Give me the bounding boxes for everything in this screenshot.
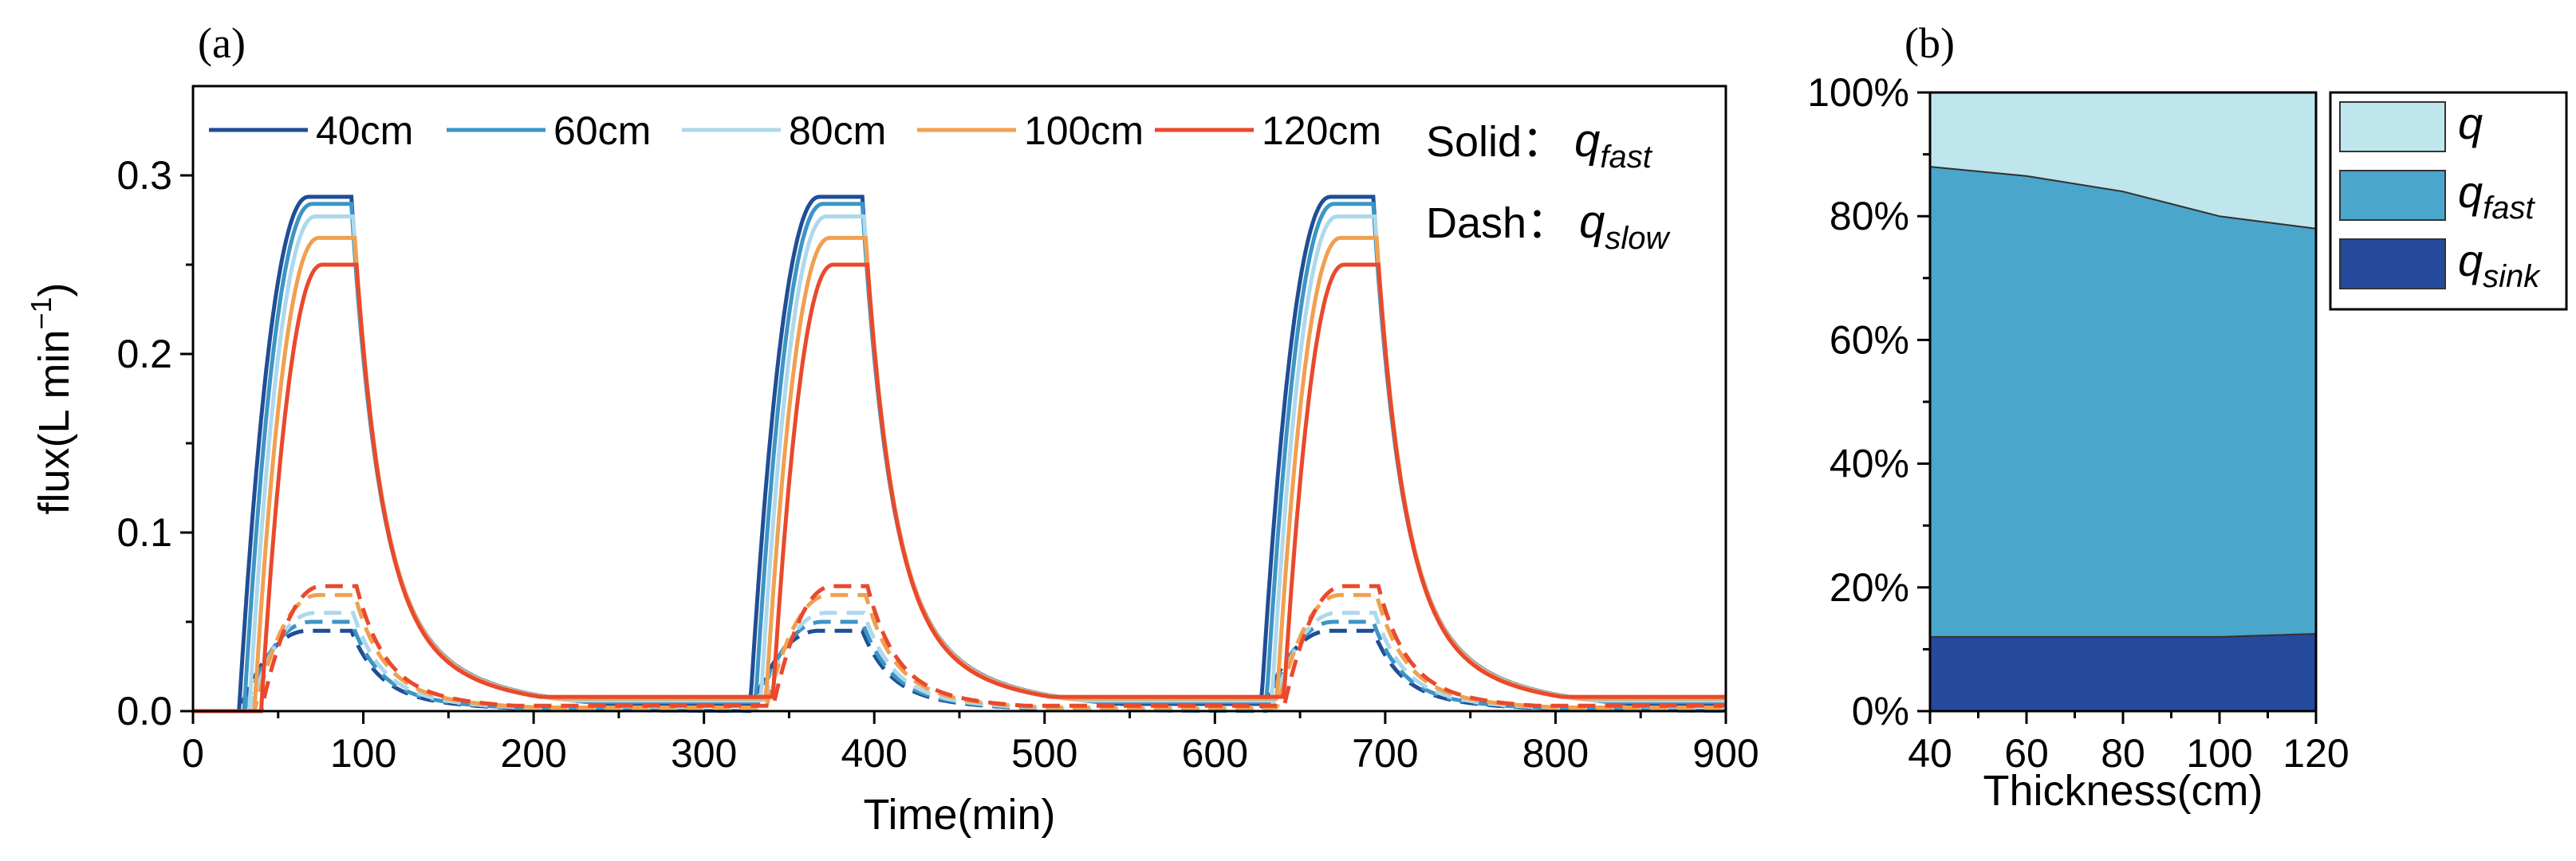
b-xtick-label: 40 <box>1908 731 1952 776</box>
a-ytick-label: 0.2 <box>116 332 172 376</box>
a-xtick-label: 300 <box>671 731 737 776</box>
legend-label-120cm: 120cm <box>1262 108 1381 153</box>
a-xtick-label: 700 <box>1352 731 1418 776</box>
a-xtick-label: 100 <box>330 731 396 776</box>
b-legend-swatch-q <box>2339 101 2446 152</box>
a-ytick-label: 0.1 <box>116 510 172 555</box>
a-xtick-label: 400 <box>841 731 908 776</box>
panel-b-x-label: Thickness(cm) <box>1983 767 2263 815</box>
panel-a-x-label: Time(min) <box>864 791 1056 839</box>
panel-a-chart: 0 100 200 300 400 500 600 700 800 900 0.0 0.1 0.2 0.3… <box>25 85 1759 839</box>
panel-a-legend: 40cm 60cm 80cm 100cm 120cm <box>209 108 1381 153</box>
legend-label-80cm: 80cm <box>789 108 886 153</box>
a-xtick-label: 800 <box>1522 731 1589 776</box>
legend-label-100cm: 100cm <box>1024 108 1144 153</box>
a-xtick-label: 900 <box>1692 731 1759 776</box>
a-xtick-label: 0 <box>182 731 204 776</box>
a-xtick-label: 200 <box>500 731 566 776</box>
legend-label-60cm: 60cm <box>553 108 651 153</box>
a-xtick-label: 500 <box>1011 731 1077 776</box>
area-q_fast <box>1929 165 2317 638</box>
line-120cm-fast <box>193 262 1726 714</box>
panel-a-lines <box>193 195 1726 714</box>
panel-b-label: (b) <box>1904 19 1955 67</box>
b-xtick-label: 60 <box>2004 731 2049 776</box>
b-legend-label-q: q <box>2458 98 2483 148</box>
b-legend-label-q_sink: qsink <box>2458 235 2541 294</box>
b-legend-swatch-q_fast <box>2339 170 2446 221</box>
b-legend-label-q_fast: qfast <box>2458 167 2536 226</box>
line-40cm-slow <box>193 628 1726 714</box>
b-ytick-label: 20% <box>1830 565 1909 610</box>
legend-label-40cm: 40cm <box>316 108 413 153</box>
panel-b-ticks: 40 60 80 100 120 0% 20% 40% 60% 80% 100% <box>1807 70 2350 776</box>
panel-b-legend: q qfast qsink <box>2329 91 2568 311</box>
panel-a-ticks: 0 100 200 300 400 500 600 700 800 900 0.0 0.1 0.2 0.3 <box>116 153 1759 776</box>
panel-b-areas <box>1929 92 2317 712</box>
line-100cm-fast <box>193 235 1726 714</box>
b-xtick-label: 100 <box>2186 731 2252 776</box>
b-ytick-label: 40% <box>1830 442 1909 486</box>
line-80cm-slow <box>193 611 1726 714</box>
b-ytick-label: 80% <box>1830 194 1909 238</box>
a-ytick-label: 0.0 <box>116 689 172 733</box>
b-ytick-label: 60% <box>1830 317 1909 362</box>
panel-a-label: (a) <box>198 19 246 67</box>
a-ytick-label: 0.3 <box>116 153 172 198</box>
area-q_sink <box>1929 632 2317 712</box>
b-xtick-label: 80 <box>2101 731 2145 776</box>
b-legend-swatch-q_sink <box>2339 238 2446 289</box>
solid-annotation: Solid： qfast <box>1426 115 1653 175</box>
b-xtick-label: 120 <box>2283 731 2349 776</box>
line-80cm-fast <box>193 214 1726 714</box>
dash-annotation: Dash： qslow <box>1426 196 1671 256</box>
line-120cm-slow <box>193 584 1726 714</box>
a-xtick-label: 600 <box>1182 731 1248 776</box>
b-ytick-label: 100% <box>1807 70 1909 115</box>
panel-a-frame <box>191 85 1727 713</box>
b-ytick-label: 0% <box>1852 689 1909 733</box>
panel-a-y-label: flux(L min−1) <box>25 282 78 514</box>
panel-b-chart: 40 60 80 100 120 0% 20% 40% 60% 80% 100% q qfast qsi… <box>1807 70 2568 815</box>
